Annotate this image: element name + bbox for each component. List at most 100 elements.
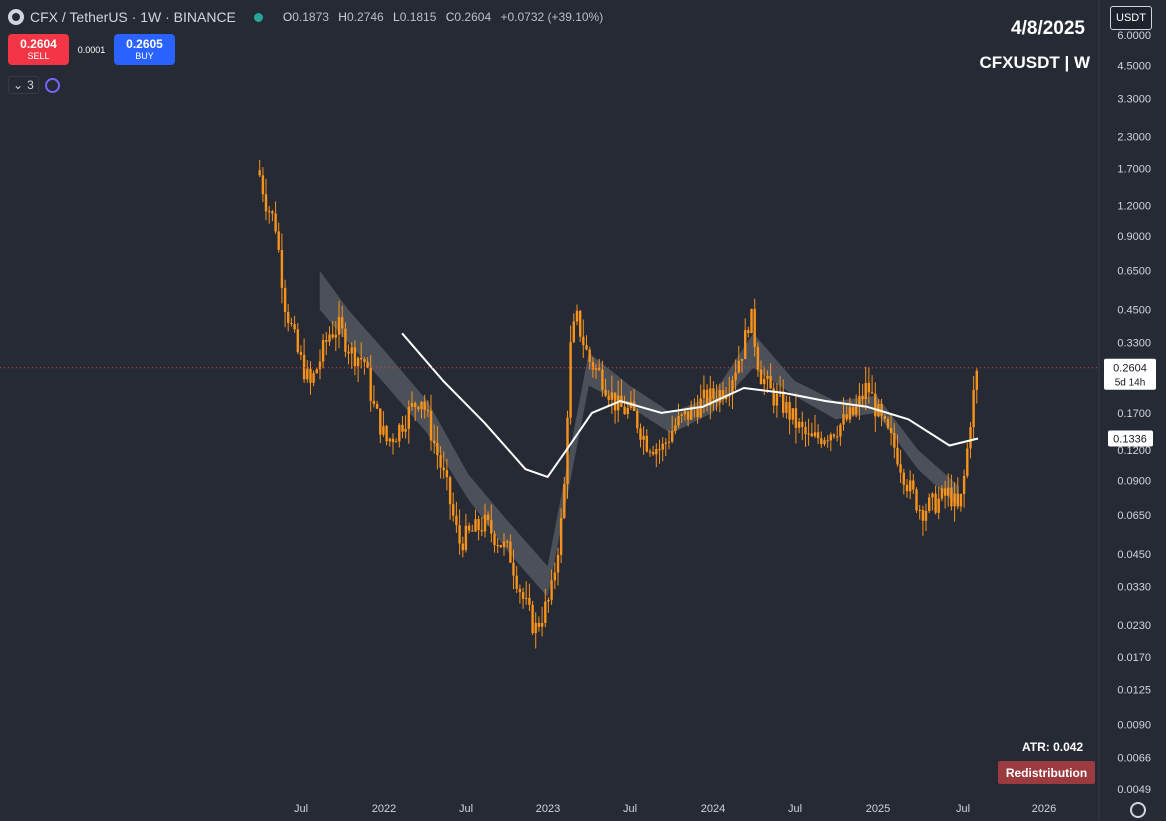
candle-body <box>394 441 398 443</box>
candle-body <box>962 475 966 494</box>
candle-body <box>331 334 334 338</box>
overlay-pair: CFXUSDT | W <box>979 53 1090 72</box>
y-tick-label: 0.0900 <box>1117 475 1151 487</box>
sell-button[interactable]: 0.2604 SELL <box>8 34 69 65</box>
buy-button[interactable]: 0.2605 BUY <box>114 34 175 65</box>
candle-body <box>842 414 845 425</box>
x-tick-label: Jul <box>459 803 473 815</box>
candle-body <box>306 368 309 380</box>
candle-body <box>360 357 363 360</box>
candle-body <box>572 321 575 342</box>
candle-body <box>915 489 918 511</box>
candle-body <box>724 396 728 400</box>
candle-body <box>674 425 677 431</box>
candle-body <box>423 401 426 411</box>
candle-body <box>290 322 293 325</box>
candle-body <box>598 367 601 370</box>
candle-body <box>705 389 709 406</box>
candle-body <box>832 434 836 437</box>
candle-body <box>420 401 423 410</box>
candle-body <box>493 533 496 546</box>
sell-label: SELL <box>27 50 50 61</box>
candle-body <box>696 408 699 418</box>
candle-body <box>594 367 598 370</box>
candle-body <box>651 451 655 455</box>
candle-body <box>426 410 430 412</box>
candle-body <box>299 351 303 355</box>
candle-body <box>274 213 277 232</box>
high-key: H <box>338 10 347 24</box>
candle-body <box>375 404 379 409</box>
candle-body <box>401 424 404 432</box>
candle-body <box>509 541 512 563</box>
candle-body <box>277 231 280 250</box>
candle-body <box>483 514 487 532</box>
y-tick-label: 0.0049 <box>1117 784 1151 796</box>
candle-body <box>785 402 788 413</box>
candle-body <box>490 520 493 534</box>
sell-price: 0.2604 <box>20 36 57 51</box>
spread-value: 0.0001 <box>77 44 106 55</box>
y-tick-label: 0.1700 <box>1117 408 1151 420</box>
high-value: 0.2746 <box>346 10 384 24</box>
candle-body <box>334 334 337 338</box>
candle-body <box>302 354 306 380</box>
trade-panel: 0.2604 SELL 0.0001 0.2605 BUY <box>8 34 175 65</box>
candle-body <box>905 484 909 492</box>
candle-body <box>467 525 471 531</box>
candle-body <box>321 340 325 362</box>
y-tick-label: 0.6500 <box>1117 266 1151 278</box>
candle-body <box>661 443 664 450</box>
candle-body <box>880 404 883 416</box>
y-tick-label: 0.0066 <box>1117 752 1151 764</box>
candle-body <box>559 517 563 555</box>
candle-body <box>312 373 315 383</box>
candle-body <box>632 401 636 411</box>
candle-body <box>636 411 639 429</box>
indicators-toggle[interactable]: ⌄ 3 <box>8 76 60 94</box>
x-axis[interactable]: Jul 2022 Jul 2023 Jul 2024 Jul 2025 Jul 2026 <box>294 803 1056 815</box>
candle-body <box>766 376 769 380</box>
candle-body <box>280 250 284 288</box>
candle-body <box>712 388 715 399</box>
candle-body <box>525 597 528 599</box>
y-axis[interactable]: 6.0000 4.5000 3.3000 2.3000 1.7000 1.2000 0.90… <box>1117 30 1151 796</box>
candle-body <box>909 480 912 492</box>
candle-body <box>550 580 553 600</box>
candle-body <box>690 406 693 420</box>
current-price-label: 0.2604 <box>1113 363 1147 375</box>
gear-icon[interactable] <box>1130 802 1146 818</box>
candle-body <box>591 362 595 370</box>
candle-body <box>566 417 569 484</box>
y-tick-label: 1.7000 <box>1117 164 1151 176</box>
candle-body <box>848 407 852 420</box>
candle-body <box>975 370 978 390</box>
candle-body <box>709 388 712 406</box>
candle-body <box>464 525 468 551</box>
candle-body <box>829 434 832 441</box>
candle-body <box>480 530 483 532</box>
candle-body <box>804 427 807 435</box>
indicators-count-box[interactable]: ⌄ 3 <box>8 76 39 94</box>
candle-body <box>851 407 855 415</box>
candle-body <box>934 493 937 513</box>
candle-body <box>502 541 506 548</box>
candle-body <box>867 382 871 393</box>
symbol-title[interactable]: CFX / TetherUS · 1W · BINANCE <box>30 9 236 25</box>
candle-body <box>734 372 737 381</box>
candle-body <box>680 414 683 416</box>
y-tick-label: 3.3000 <box>1117 93 1151 105</box>
candles-layer <box>258 160 978 649</box>
y-tick-label: 0.0650 <box>1117 510 1151 522</box>
candle-body <box>499 545 502 548</box>
candle-body <box>820 438 823 445</box>
candle-body <box>950 487 953 507</box>
candle-body <box>287 312 290 323</box>
candle-body <box>474 519 477 532</box>
moving-average-line <box>401 332 979 478</box>
currency-selector[interactable]: USDT <box>1110 6 1152 30</box>
y-tick-label: 0.0230 <box>1117 620 1151 632</box>
y-tick-label: 0.4500 <box>1117 305 1151 317</box>
